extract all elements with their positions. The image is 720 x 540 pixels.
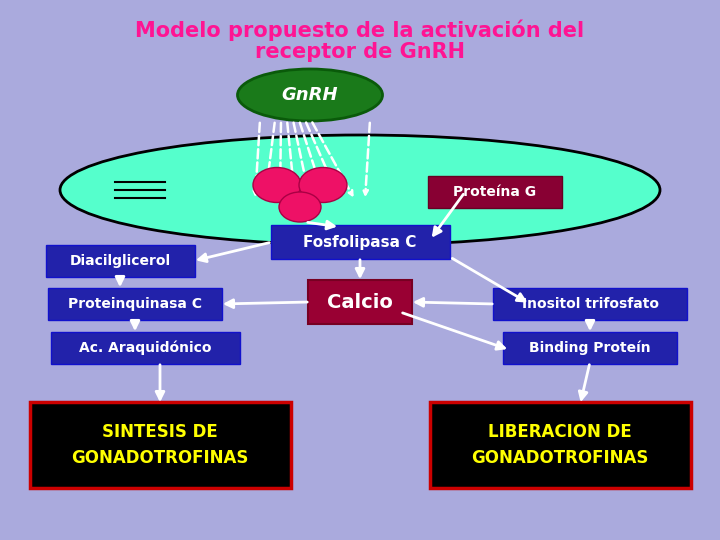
FancyBboxPatch shape [50, 332, 240, 364]
Text: LIBERACION DE
GONADOTROFINAS: LIBERACION DE GONADOTROFINAS [472, 423, 649, 467]
Ellipse shape [299, 167, 347, 202]
Text: Proteína G: Proteína G [454, 185, 536, 199]
Ellipse shape [60, 135, 660, 245]
FancyBboxPatch shape [48, 288, 222, 320]
Ellipse shape [279, 192, 321, 222]
FancyBboxPatch shape [503, 332, 677, 364]
FancyBboxPatch shape [430, 402, 690, 488]
FancyBboxPatch shape [271, 225, 449, 259]
Text: Fosfolipasa C: Fosfolipasa C [303, 234, 417, 249]
Text: Calcio: Calcio [327, 293, 393, 312]
Text: receptor de GnRH: receptor de GnRH [255, 42, 465, 62]
Text: Diacilglicerol: Diacilglicerol [69, 254, 171, 268]
Ellipse shape [253, 167, 301, 202]
Text: Binding Proteín: Binding Proteín [529, 341, 651, 355]
Text: GnRH: GnRH [282, 86, 338, 104]
Text: Ac. Araquidónico: Ac. Araquidónico [78, 341, 211, 355]
Text: Inositol trifosfato: Inositol trifosfato [521, 297, 659, 311]
Text: SINTESIS DE
GONADOTROFINAS: SINTESIS DE GONADOTROFINAS [71, 423, 248, 467]
Text: Modelo propuesto de la activación del: Modelo propuesto de la activación del [135, 19, 585, 40]
Text: Proteinquinasa C: Proteinquinasa C [68, 297, 202, 311]
FancyBboxPatch shape [45, 245, 194, 277]
FancyBboxPatch shape [493, 288, 687, 320]
FancyBboxPatch shape [428, 176, 562, 208]
Ellipse shape [238, 69, 382, 121]
FancyBboxPatch shape [30, 402, 290, 488]
FancyBboxPatch shape [308, 280, 412, 324]
